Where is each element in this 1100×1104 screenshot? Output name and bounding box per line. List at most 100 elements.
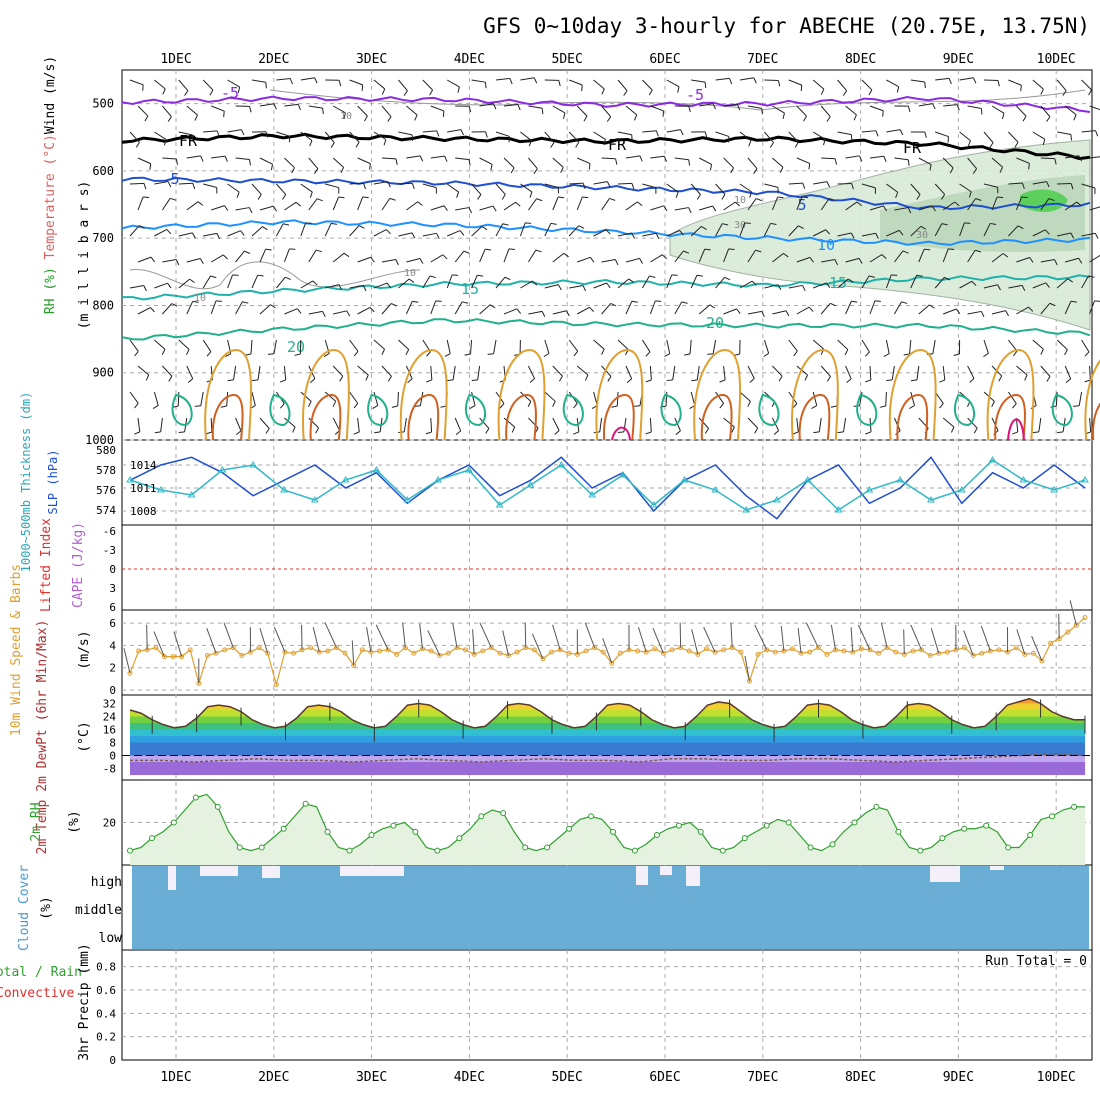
wind-barb-flag <box>418 202 423 206</box>
wind-barb-flag <box>908 106 910 112</box>
wind-barb-flag <box>803 285 806 290</box>
wind-barb-10m <box>806 623 818 648</box>
rh-point <box>501 811 506 816</box>
wind-barb <box>667 275 672 288</box>
wind-barb <box>480 305 490 314</box>
wind-barb-flag <box>210 90 213 95</box>
day-label-top: 8DEC <box>845 52 876 67</box>
wind-barb <box>553 253 564 262</box>
wind-barb-flag <box>266 429 269 434</box>
wind-barb <box>309 250 316 262</box>
wind-barb-flag <box>779 376 782 381</box>
wind-barb-10m <box>532 634 543 659</box>
wind-barb-flag <box>691 380 697 381</box>
wind-barb <box>455 208 469 210</box>
wind-barb-flag <box>911 380 917 381</box>
wind-barb <box>838 340 848 350</box>
wind-barb-flag <box>1071 135 1072 141</box>
wind-barb-flag <box>729 249 735 250</box>
wind-barb-flag <box>323 108 324 114</box>
wind-barb <box>846 301 852 314</box>
wind-barb-flag <box>786 311 789 316</box>
wind-barb-flag <box>607 182 610 187</box>
thick-ytick: 576 <box>96 484 116 497</box>
wind-barb <box>236 208 250 210</box>
wind-barb-flag <box>500 404 504 409</box>
wind-barb-flag <box>1006 311 1009 316</box>
slp-ytick: 1008 <box>130 505 157 518</box>
wind-barb <box>594 132 606 139</box>
wind-barb-flag <box>609 198 615 200</box>
wind-barb-flag <box>559 376 562 381</box>
wind-barb-flag <box>382 349 385 354</box>
wind-barb-flag <box>144 285 147 290</box>
wind-barb-flag <box>827 376 830 381</box>
wind-barb-flag <box>512 427 514 432</box>
wind-barb-flag <box>682 302 688 303</box>
wind-barb <box>569 340 577 351</box>
wind-barb <box>626 301 632 314</box>
wind-barb <box>333 418 339 430</box>
wind-barb-flag <box>579 226 584 229</box>
wind-barb-flag <box>388 117 391 122</box>
thickness-marker <box>1082 477 1088 482</box>
wind-barb-flag <box>667 380 673 381</box>
wind-barb <box>236 251 245 262</box>
thickness-slp-panel <box>127 457 1088 519</box>
wind-barb-flag <box>221 406 227 407</box>
wind-barb <box>382 198 390 210</box>
wind-barb <box>1079 392 1081 406</box>
wind-barb-flag <box>664 354 669 357</box>
wind-barb-flag <box>542 311 545 316</box>
wind-barb-flag <box>880 406 886 407</box>
wind-barb-flag <box>488 354 494 355</box>
wind-barb-flag <box>838 432 844 433</box>
wind-barb-flag <box>940 403 944 408</box>
wind-barb <box>813 80 824 89</box>
wind-barb <box>699 206 712 210</box>
wind-barb-flag <box>296 202 301 206</box>
wind-barb <box>398 80 407 91</box>
li-ytick: 3 <box>109 582 116 595</box>
day-label-bottom: 6DEC <box>649 1070 680 1085</box>
wind-barb <box>764 184 778 187</box>
wind-barb-flag <box>564 253 569 257</box>
day-label-bottom: 9DEC <box>943 1070 974 1085</box>
wind-barb-flag <box>803 183 805 189</box>
wind-barb <box>480 206 493 210</box>
temp-band <box>130 743 1085 756</box>
wind-barb-flag <box>970 378 974 382</box>
wind-barb-10m <box>352 640 353 665</box>
wind-barb-flag <box>445 156 447 162</box>
bl-contour-magenta <box>1008 419 1024 440</box>
wind-barb <box>350 226 359 236</box>
wind-barb <box>276 79 290 80</box>
wind-barb <box>187 259 201 262</box>
wind-barb-flag <box>1002 113 1004 119</box>
rh-point <box>128 848 133 853</box>
thick-ytick: 580 <box>96 444 116 457</box>
wind-barb-flag <box>803 116 806 121</box>
cloud-gap <box>660 866 672 875</box>
wind-barb <box>1041 366 1050 376</box>
wind-barb-10m <box>692 629 698 654</box>
wind-barb <box>301 184 312 192</box>
wind-barb-flag <box>135 403 139 408</box>
li-ylabel: Lifted Index <box>39 518 54 612</box>
wind-barb-flag <box>676 192 678 198</box>
rh-point <box>281 826 286 831</box>
rh-contour-label: 10 <box>734 195 746 206</box>
wind-barb-flag <box>865 432 871 434</box>
rh-point <box>303 801 308 806</box>
wind-barb-flag <box>412 233 415 238</box>
wind-barb-flag <box>999 376 1002 381</box>
rh-point <box>720 848 725 853</box>
wind-barb <box>455 418 461 431</box>
slp-ytick: 1014 <box>130 459 157 472</box>
wind-barb-flag <box>310 192 312 198</box>
wind-barb-flag <box>809 307 813 311</box>
wind-barb-flag <box>491 164 492 170</box>
wind-barb-10m <box>274 627 285 652</box>
day-label-top: 1DEC <box>160 52 191 67</box>
